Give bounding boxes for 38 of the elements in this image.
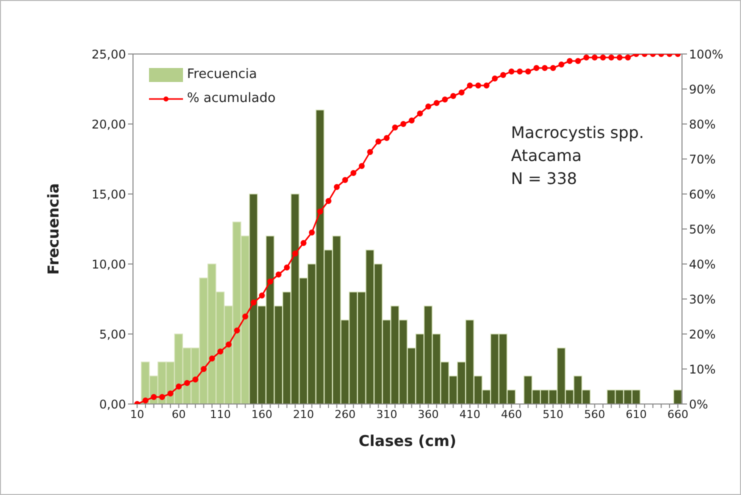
legend-label: Frecuencia <box>187 66 257 84</box>
y2-tick-label: 20% <box>689 327 716 342</box>
x-tick-label: 660 <box>667 408 688 421</box>
y2-tick-label: 50% <box>689 222 716 236</box>
y-tick-label: 10,00 <box>92 257 126 272</box>
x-tick-label: 10 <box>130 408 144 421</box>
x-axis-title: Clases (cm) <box>358 432 456 450</box>
y-tick-label: 25,00 <box>92 47 126 62</box>
y2-tick-label: 0% <box>689 397 708 412</box>
x-tick-label: 410 <box>459 408 480 421</box>
annotation: Macrocystis spp. <box>511 122 644 144</box>
x-tick-label: 110 <box>210 408 231 421</box>
y2-tick-label: 90% <box>689 82 716 96</box>
x-tick-label: 160 <box>251 408 272 421</box>
y2-tick-label: 70% <box>689 152 716 166</box>
y-tick-label: 20,00 <box>92 117 126 132</box>
y2-tick-label: 40% <box>689 257 716 272</box>
x-tick-label: 460 <box>500 408 522 421</box>
annotation: N = 338 <box>511 168 578 190</box>
x-tick-label: 210 <box>293 408 314 421</box>
x-tick-label: 310 <box>376 408 398 421</box>
y2-tick-label: 80% <box>689 117 716 132</box>
y-axis-title: Frecuencia <box>44 183 62 275</box>
annotation: Atacama <box>511 145 583 167</box>
legend-label: % acumulado <box>187 90 276 108</box>
x-tick-label: 360 <box>418 408 439 421</box>
x-tick-label: 510 <box>542 408 564 421</box>
y-tick-label: 0,00 <box>99 397 126 412</box>
x-tick-label: 260 <box>334 408 356 421</box>
y2-tick-label: 30% <box>689 292 716 306</box>
y2-tick-label: 100% <box>689 47 724 62</box>
y-tick-label: 5,00 <box>99 327 126 342</box>
x-tick-label: 560 <box>584 408 606 421</box>
y2-tick-label: 60% <box>689 187 716 202</box>
x-tick-label: 60 <box>172 408 186 421</box>
y2-tick-label: 10% <box>689 362 716 376</box>
y-tick-label: 15,00 <box>92 187 126 202</box>
x-tick-label: 610 <box>626 408 647 421</box>
